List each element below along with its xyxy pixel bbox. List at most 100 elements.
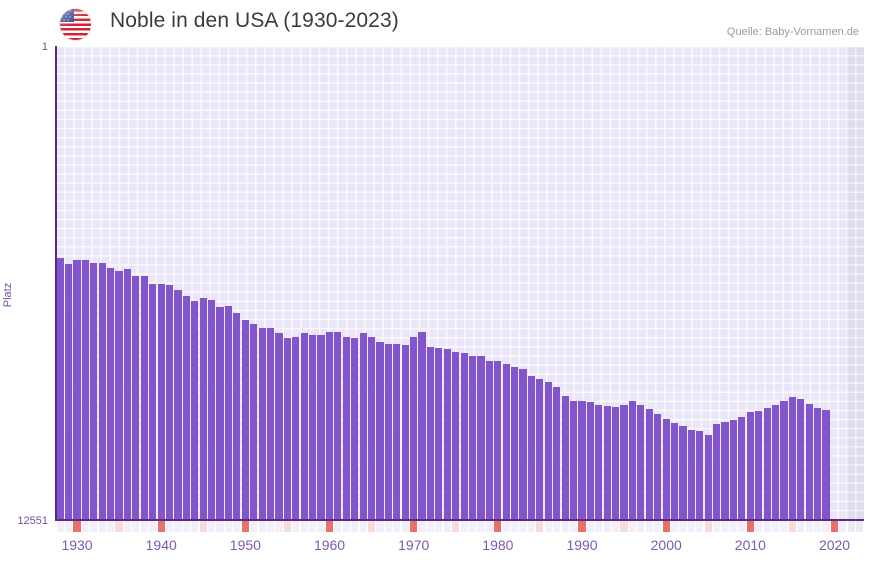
- x-axis-tick: [275, 521, 283, 532]
- bar: [679, 425, 687, 520]
- plot-gridlines: [56, 47, 864, 520]
- x-axis-decade-tick: [830, 521, 839, 532]
- bar: [553, 386, 561, 520]
- x-axis-tick: [309, 521, 317, 532]
- bar: [797, 399, 805, 520]
- bar: [468, 356, 477, 520]
- bar: [780, 401, 788, 520]
- bar: [452, 352, 460, 520]
- bar: [199, 297, 207, 520]
- x-axis-tick: [519, 521, 527, 532]
- x-axis-tick: [704, 521, 712, 532]
- x-axis-tick: [755, 521, 763, 532]
- bar: [64, 263, 73, 520]
- x-axis-tick: [460, 521, 468, 532]
- x-axis-tick: [182, 521, 190, 532]
- x-axis-tick: [856, 521, 864, 532]
- bar: [755, 410, 763, 520]
- x-axis-tick: [738, 521, 746, 532]
- bar: [325, 331, 334, 520]
- x-axis-tick: [132, 521, 140, 532]
- bar: [696, 431, 704, 520]
- x-axis-decade-tick: [494, 521, 502, 532]
- x-axis-tick-label: 1930: [61, 537, 93, 553]
- x-axis-tick: [351, 521, 359, 532]
- bar: [628, 400, 637, 520]
- x-axis-tick-label: 2010: [734, 537, 766, 553]
- x-axis-tick: [165, 521, 174, 532]
- bar: [317, 335, 325, 520]
- bar: [359, 333, 367, 520]
- x-axis-tick: [477, 521, 485, 532]
- plot-area: [56, 47, 864, 520]
- x-axis-tick: [645, 521, 653, 532]
- x-axis-decade-tick: [157, 521, 165, 532]
- bar: [98, 262, 106, 520]
- x-axis-tick: [612, 521, 620, 532]
- bar: [191, 301, 199, 520]
- bar: [704, 435, 712, 520]
- bar: [494, 360, 502, 520]
- bar: [527, 375, 536, 520]
- bar: [300, 332, 308, 520]
- bar: [460, 353, 468, 520]
- bar: [401, 344, 409, 520]
- x-axis-tick: [511, 521, 519, 532]
- flag-gloss: [60, 9, 91, 40]
- y-axis-tick-top: 1: [41, 41, 48, 53]
- bar: [713, 423, 721, 520]
- bar: [393, 343, 401, 520]
- x-axis-decade-tick: [73, 521, 81, 532]
- bar: [241, 320, 249, 520]
- bar: [157, 284, 165, 520]
- bar: [578, 400, 586, 520]
- x-axis-tick-label: 2020: [818, 537, 851, 553]
- x-axis-tick: [603, 521, 611, 532]
- x-axis-tick: [317, 521, 325, 532]
- bar: [283, 337, 291, 520]
- x-axis-tick: [107, 521, 115, 532]
- bar: [208, 300, 216, 520]
- x-axis-tick: [174, 521, 182, 532]
- bar: [435, 348, 443, 520]
- x-axis-tick-label: 2000: [650, 537, 682, 553]
- bar: [586, 402, 594, 520]
- bar-series: [56, 47, 864, 520]
- bar: [544, 382, 552, 520]
- bar: [410, 337, 418, 520]
- bar: [309, 335, 317, 520]
- x-axis-tick: [224, 521, 233, 532]
- x-axis-tick: [637, 521, 645, 532]
- bar: [56, 258, 64, 520]
- bar: [275, 333, 283, 520]
- bar: [426, 346, 435, 520]
- x-axis-tick-strip: [56, 521, 864, 532]
- bar: [418, 331, 426, 520]
- bar: [182, 296, 190, 520]
- x-axis-tick: [586, 521, 594, 532]
- bar: [595, 405, 603, 520]
- bar: [670, 423, 679, 520]
- x-axis-tick: [208, 521, 216, 532]
- bar: [603, 405, 611, 520]
- bar: [115, 270, 123, 520]
- x-axis-tick: [502, 521, 510, 532]
- bar: [763, 408, 771, 520]
- x-axis-tick: [376, 521, 384, 532]
- bar: [140, 276, 148, 520]
- x-axis-tick: [595, 521, 603, 532]
- x-axis-tick: [452, 521, 460, 532]
- x-axis-tick: [527, 521, 536, 532]
- x-axis-tick: [283, 521, 291, 532]
- y-axis-title: Platz: [2, 282, 14, 308]
- x-axis-tick: [763, 521, 771, 532]
- x-axis-tick: [81, 521, 89, 532]
- x-axis-tick: [687, 521, 695, 532]
- x-axis-tick: [443, 521, 451, 532]
- x-axis-tick: [140, 521, 148, 532]
- bar: [645, 408, 653, 520]
- bar: [90, 262, 98, 520]
- x-axis-tick: [569, 521, 578, 532]
- x-axis-tick: [620, 521, 628, 532]
- x-axis-tick: [729, 521, 738, 532]
